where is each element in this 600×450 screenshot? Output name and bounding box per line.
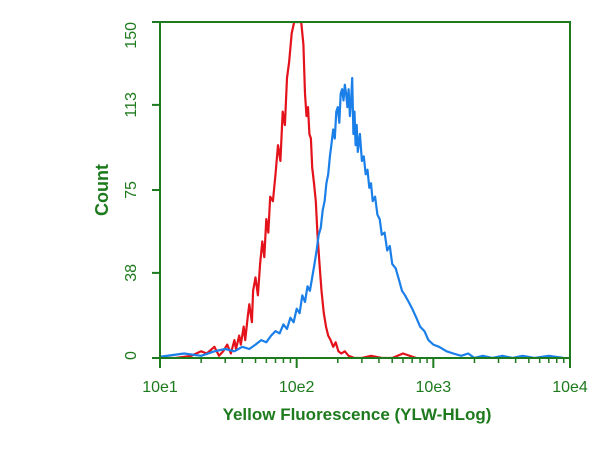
y-axis-label: Count	[92, 164, 112, 216]
series-line-2	[160, 76, 564, 358]
x-axis-label: Yellow Fluorescence (YLW-HLog)	[223, 405, 492, 424]
series-line-1	[160, 22, 417, 358]
x-tick-label: 10e1	[142, 379, 178, 396]
y-tick-label: 113	[123, 92, 140, 118]
y-tick-label: 0	[123, 351, 140, 360]
x-tick-label: 10e4	[552, 379, 588, 396]
series-group	[160, 22, 564, 358]
y-tick-label: 38	[123, 264, 140, 282]
plot-frame	[159, 21, 571, 359]
x-tick-label: 10e3	[416, 379, 452, 396]
x-tick-label: 10e2	[279, 379, 315, 396]
y-axis: 0 38 75 113 150	[123, 21, 160, 360]
y-tick-label: 150	[123, 22, 140, 49]
y-tick-label: 75	[123, 181, 140, 199]
x-axis: 10e1 10e2 10e3 10e4	[142, 358, 588, 396]
